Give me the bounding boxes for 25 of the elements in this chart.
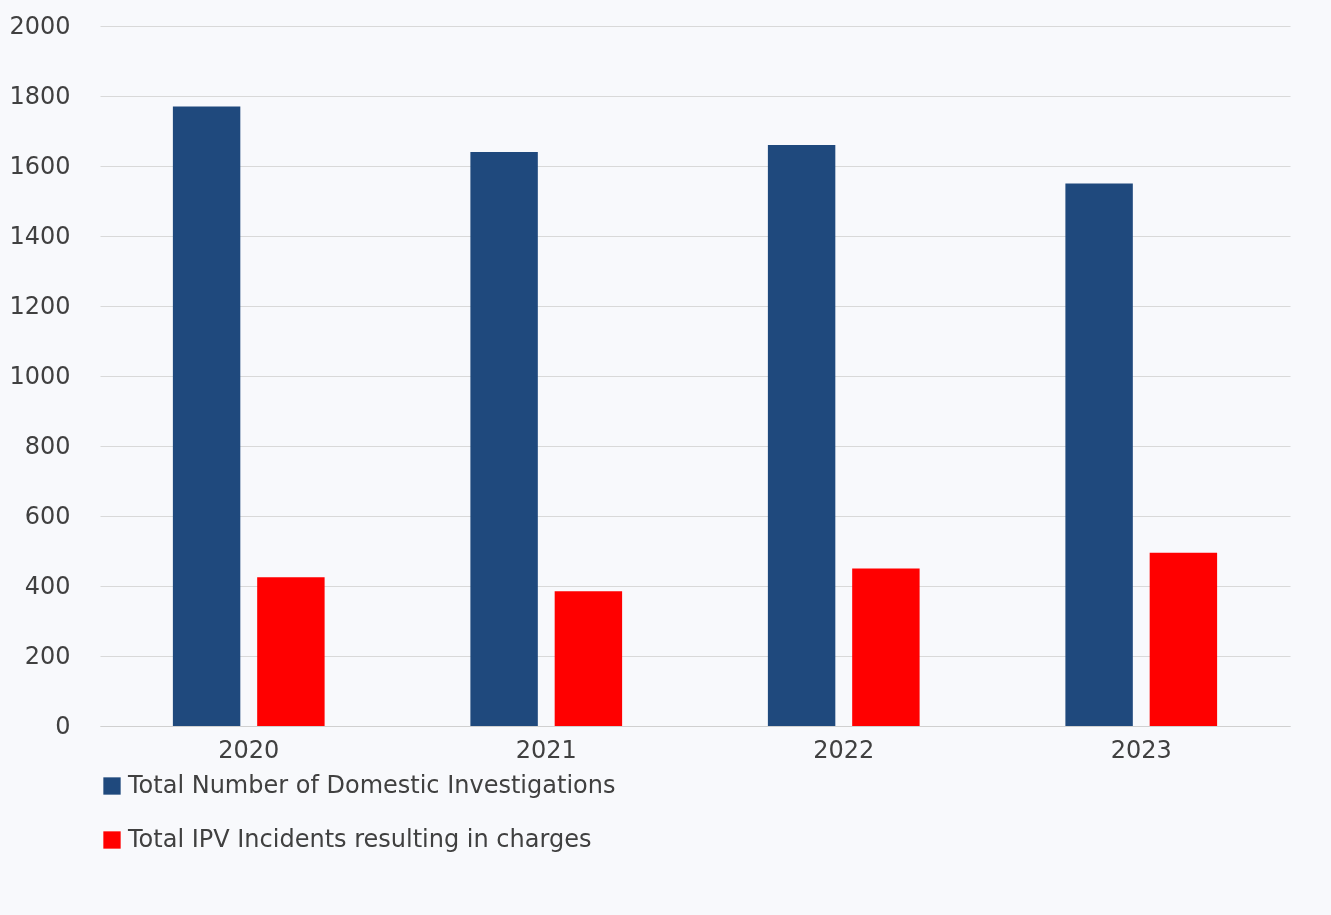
y-tick-label: 0 [55,711,71,740]
bar [257,577,325,726]
bar [554,591,623,726]
legend-label: Total Number of Domestic Investigations [127,771,616,799]
x-tick-label: 2022 [813,735,875,764]
y-tick-label: 400 [24,571,71,600]
x-tick-label: 2023 [1110,735,1172,764]
y-tick-label: 800 [24,431,71,460]
y-tick-label: 1800 [9,81,71,110]
y-tick-label: 1400 [9,221,71,250]
legend-label: Total IPV Incidents resulting in charges [127,825,592,853]
bar [1149,552,1218,726]
y-tick-label: 600 [24,501,71,530]
y-tick-label: 200 [24,641,71,670]
bar [172,106,241,726]
bar [852,568,920,726]
bar [1065,183,1133,726]
bar [470,152,538,726]
bar [767,145,836,726]
x-tick-label: 2020 [218,735,280,764]
y-tick-label: 1600 [9,151,71,180]
x-tick-label: 2021 [515,735,577,764]
y-tick-label: 1000 [9,361,71,390]
y-tick-label: 2000 [9,11,71,40]
y-tick-label: 1200 [9,291,71,320]
